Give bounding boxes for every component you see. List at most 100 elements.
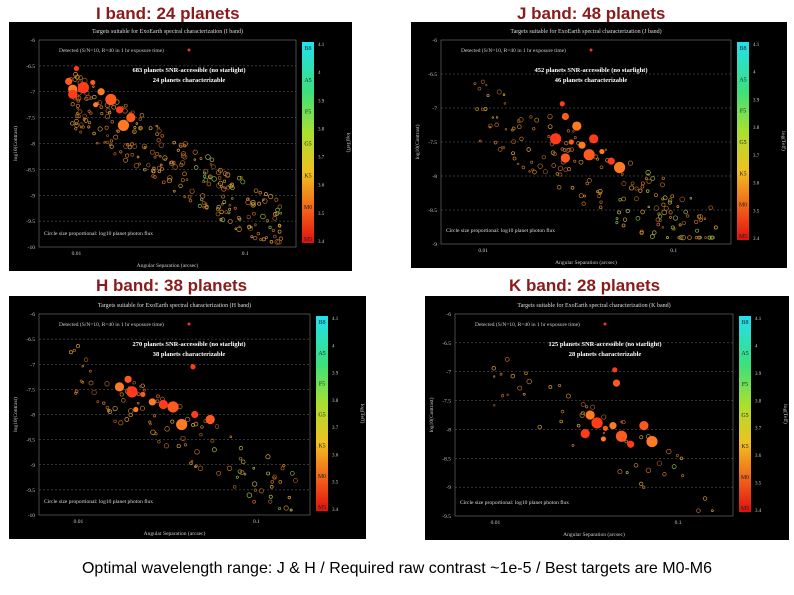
accessible-planet [278, 507, 281, 510]
accessible-planet [649, 234, 655, 239]
accessible-planet [599, 200, 603, 204]
x-tick-label: 0.01 [74, 519, 84, 525]
accessible-planet [89, 96, 93, 100]
y-tick-label: -8 [30, 413, 35, 419]
accessible-planet [138, 125, 143, 131]
accessible-planet [172, 140, 176, 145]
y-tick-label: -7 [30, 90, 35, 96]
colorbar-value-label: 3.8 [318, 127, 325, 132]
accessible-planet [519, 136, 524, 141]
accessible-planet [75, 112, 79, 115]
accessible-planet [709, 235, 714, 240]
accessible-planet [83, 357, 89, 362]
characterizable-planet [589, 134, 599, 144]
accessible-planet [272, 216, 278, 221]
accessible-planet [193, 158, 196, 161]
accessible-planet [505, 357, 510, 362]
accessible-planet [200, 425, 204, 429]
accessible-planet [99, 105, 104, 109]
accessible-planet [151, 174, 155, 178]
panel-heading-j: J band: 48 planets [517, 4, 666, 23]
characterizable-planet [190, 364, 196, 370]
colorbar-value-label: 4.1 [753, 43, 760, 48]
accessible-planet [256, 231, 261, 236]
accessible-planet [268, 499, 273, 504]
y-tick-label: -10 [28, 245, 36, 251]
characterizable-planet [578, 141, 586, 149]
accessible-planet [143, 145, 147, 149]
accessible-planet [277, 204, 283, 210]
chart-panel-k: Targets suitable for ExoEarth spectral c… [425, 296, 789, 540]
accessible-planet [215, 207, 220, 212]
scatter-svg: Targets suitable for ExoEarth spectral c… [12, 302, 366, 537]
accessible-planet [203, 177, 209, 183]
accessible-planet [576, 423, 581, 428]
colorbar-spectral-label: B8 [304, 46, 311, 52]
accessible-planet [156, 128, 162, 134]
y-tick-label: -6 [30, 38, 35, 44]
accessible-planet [534, 117, 540, 123]
accessible-planet [672, 215, 679, 221]
colorbar-spectral-label: B8 [739, 46, 746, 52]
accessible-planet [622, 217, 628, 222]
panel-heading-k: K band: 28 planets [509, 276, 661, 295]
accessible-planet [571, 443, 575, 447]
accessible-planet [227, 219, 233, 224]
colorbar-spectral-label: G5 [304, 142, 311, 148]
accessible-planet [207, 174, 213, 180]
accessible-planet [155, 399, 160, 404]
accessible-planet [75, 103, 80, 108]
accessible-planet [246, 492, 253, 498]
accessible-planet [491, 366, 496, 371]
accessible-planet [81, 380, 85, 384]
accessible-planet [156, 138, 161, 143]
accessible-planet [633, 196, 639, 202]
accessible-planet [113, 419, 117, 424]
accessible-planet [141, 143, 148, 150]
accessible-planet [495, 116, 499, 119]
y-tick-label: -6.5 [428, 72, 437, 78]
accessible-planet [655, 217, 660, 222]
y-tick-label: -9.5 [442, 514, 451, 520]
accessible-planet [209, 163, 213, 166]
accessible-planet [169, 160, 175, 166]
accessible-planet [618, 197, 622, 202]
characterizable-planet [583, 149, 595, 161]
accessible-planet [82, 113, 87, 119]
accessible-planet [130, 142, 135, 147]
accessible-planet [548, 385, 553, 389]
accessible-planet [178, 142, 184, 148]
accessible-planet [641, 181, 645, 186]
accessible-planet [246, 197, 249, 201]
accessible-planet [216, 204, 222, 210]
accessible-planet [516, 162, 520, 166]
accessible-planet [583, 194, 586, 198]
colorbar-value-label: 3.7 [753, 154, 760, 159]
accessible-planet [551, 163, 557, 168]
accessible-planet [670, 225, 675, 230]
accessible-planet [148, 126, 153, 130]
accessible-planet [107, 408, 111, 413]
accessible-planet [136, 155, 140, 159]
accessible-planet [203, 174, 207, 178]
accessible-planet [512, 156, 517, 161]
accessible-planet [501, 394, 505, 398]
accessible-planet [224, 210, 228, 214]
accessible-planet [122, 108, 128, 114]
accessible-planet [150, 429, 156, 435]
accessible-planet [647, 205, 651, 209]
accessible-planet [687, 235, 692, 240]
accessible-planet [236, 175, 242, 181]
accessible-planet [625, 209, 630, 214]
plot-frame [454, 313, 734, 517]
accessible-planet [211, 176, 217, 182]
legend-text: Detected (S/N=10, R=40 in 1 hr exposure … [475, 321, 580, 328]
accessible-planet [199, 157, 203, 160]
accessible-planet [218, 180, 223, 186]
accessible-planet [123, 103, 128, 108]
footnote-text: Circle size proportional: log10 planet p… [446, 227, 555, 234]
accessible-planet [200, 197, 204, 202]
accessible-planet [158, 155, 162, 158]
colorbar-value-label: 3.5 [753, 209, 760, 214]
characterizable-planet [602, 425, 609, 431]
